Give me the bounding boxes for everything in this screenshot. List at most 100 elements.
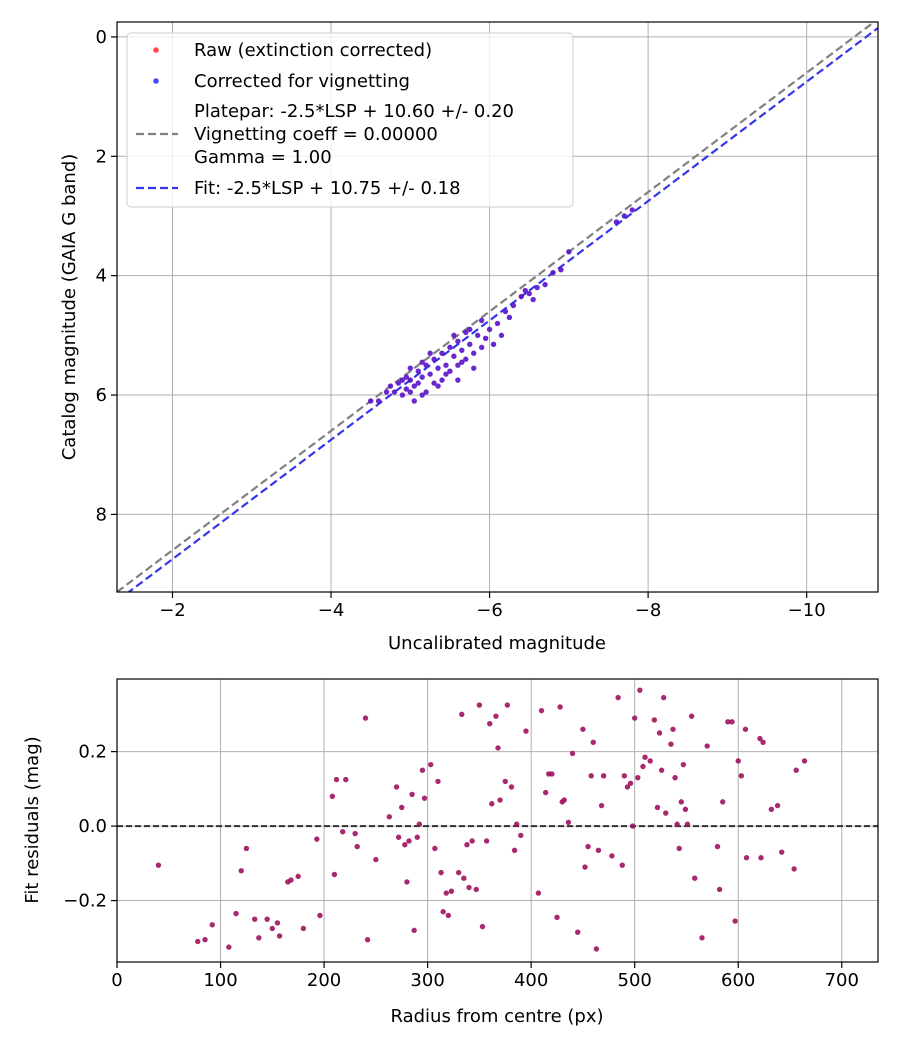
- data-point: [395, 834, 402, 840]
- data-point: [742, 726, 749, 732]
- data-point: [451, 353, 457, 359]
- data-point: [226, 944, 232, 950]
- data-point: [580, 726, 586, 732]
- fit-line: [127, 27, 878, 592]
- data-point: [409, 791, 415, 798]
- data-point: [534, 284, 540, 291]
- data-point: [419, 374, 425, 380]
- data-point: [427, 350, 433, 356]
- legend-raw-label: Raw (extinction corrected): [194, 40, 432, 61]
- data-point: [538, 707, 545, 714]
- data-point: [565, 819, 572, 826]
- data-point: [411, 398, 417, 404]
- data-point: [582, 864, 588, 870]
- data-point: [264, 916, 270, 922]
- x-tick-label: −6: [476, 600, 503, 621]
- top-fit-lines: [117, 22, 878, 592]
- x-tick-label: −10: [788, 600, 826, 621]
- legend-platepar-line2: Vignetting coeff = 0.00000: [194, 124, 438, 145]
- data-point: [609, 853, 615, 859]
- data-point: [663, 810, 669, 816]
- data-point: [435, 383, 441, 389]
- data-point: [439, 377, 445, 383]
- data-point: [760, 739, 766, 746]
- data-point: [407, 365, 414, 371]
- x-tick-label: 200: [307, 970, 341, 991]
- data-point: [209, 922, 215, 928]
- data-point: [498, 332, 505, 339]
- data-point: [459, 347, 465, 353]
- data-point: [471, 350, 477, 356]
- data-point: [642, 754, 648, 760]
- data-point: [506, 314, 513, 321]
- data-point: [383, 389, 390, 395]
- data-point: [407, 377, 414, 383]
- legend-platepar-line1: Platepar: -2.5*LSP + 10.60 +/- 0.20: [194, 101, 514, 122]
- top-xlabel: Uncalibrated magnitude: [388, 633, 606, 654]
- bottom-grid: [116, 679, 878, 962]
- data-point: [640, 763, 646, 770]
- data-point: [467, 341, 473, 348]
- residuals-plot: 0 100 200 300 400 500 600 700 −0.2 0.0 0.2 Radius …: [22, 678, 879, 1027]
- data-point: [469, 838, 475, 844]
- data-point: [613, 219, 620, 225]
- data-point: [455, 377, 461, 383]
- data-point: [391, 389, 398, 395]
- data-point: [530, 296, 536, 303]
- platepar-line: [117, 22, 876, 592]
- data-point: [716, 886, 723, 893]
- legend-fit-label: Fit: -2.5*LSP + 10.75 +/- 0.18: [194, 178, 461, 199]
- data-point: [483, 838, 490, 844]
- data-point: [419, 359, 425, 365]
- data-point: [375, 398, 382, 404]
- data-point: [439, 350, 445, 356]
- data-point: [476, 702, 483, 708]
- data-point: [435, 778, 441, 785]
- data-point: [629, 207, 635, 213]
- data-point: [343, 776, 349, 783]
- data-point: [362, 715, 369, 721]
- data-point: [502, 308, 509, 315]
- data-point: [288, 877, 294, 883]
- legend: Raw (extinction corrected) Corrected for…: [126, 32, 574, 208]
- legend-platepar-line3: Gamma = 1.00: [194, 147, 332, 168]
- data-point: [416, 821, 423, 827]
- top-ylabel: Catalog magnitude (GAIA G band): [59, 154, 80, 461]
- data-point: [526, 290, 532, 297]
- data-point: [300, 925, 307, 932]
- y-tick-label: 0.0: [78, 816, 107, 837]
- data-point: [478, 317, 485, 324]
- y-tick-label: 0.2: [78, 742, 107, 763]
- data-point: [486, 326, 493, 333]
- data-point: [714, 843, 721, 850]
- x-tick-label: −4: [318, 600, 345, 621]
- data-point: [269, 925, 276, 932]
- data-point: [421, 795, 428, 801]
- data-point: [588, 773, 594, 779]
- data-point: [502, 778, 508, 785]
- data-point: [447, 344, 453, 350]
- data-point: [447, 368, 453, 374]
- y-tick-label: 8: [96, 504, 107, 525]
- data-point: [660, 694, 667, 701]
- data-point: [352, 830, 358, 837]
- x-tick-label: 300: [410, 970, 444, 991]
- data-point: [406, 838, 412, 844]
- bottom-scatter-points: [155, 687, 808, 952]
- data-point: [676, 845, 682, 852]
- data-point: [569, 750, 576, 757]
- data-point: [402, 842, 408, 848]
- data-point: [557, 704, 563, 710]
- data-point: [513, 821, 520, 827]
- data-point: [735, 758, 741, 764]
- data-point: [523, 728, 529, 734]
- data-point: [493, 713, 499, 719]
- data-point: [411, 927, 417, 934]
- data-point: [415, 380, 421, 386]
- data-point: [243, 845, 250, 852]
- data-point: [768, 806, 775, 813]
- data-point: [443, 371, 449, 377]
- data-point: [504, 702, 511, 708]
- data-point: [490, 341, 497, 348]
- x-tick-label: 400: [514, 970, 548, 991]
